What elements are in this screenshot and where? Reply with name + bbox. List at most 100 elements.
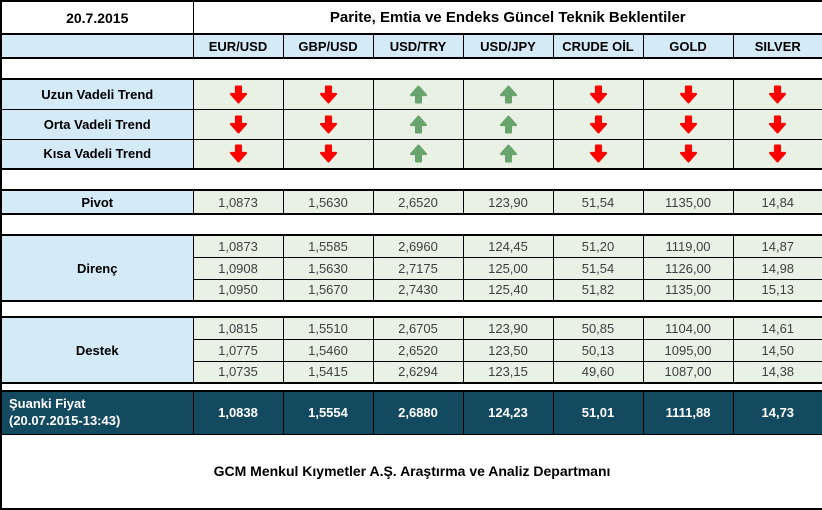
column-header-eurusd: EUR/USD: [192, 33, 284, 59]
current-price-value: 2,6880: [372, 390, 464, 435]
support-value: 14,50: [732, 338, 822, 362]
trend-arrow: [732, 108, 822, 140]
column-header-gold: GOLD: [642, 33, 734, 59]
current-price-timestamp: (20.07.2015-13:43): [9, 412, 121, 428]
support-value: 1104,00: [642, 316, 734, 340]
current-price-value: 1,0838: [192, 390, 284, 435]
title-row: 20.7.2015 Parite, Emtia ve Endeks Güncel…: [0, 0, 822, 35]
support-value: 2,6294: [372, 360, 464, 384]
trend-row-short: Kısa Vadeli Trend: [0, 138, 822, 170]
pivot-value: 14,84: [732, 189, 822, 215]
row-label: Uzun Vadeli Trend: [0, 78, 194, 110]
trend-arrow: [732, 138, 822, 170]
down-arrow-icon: [769, 115, 787, 133]
resistance-value: 51,54: [552, 256, 644, 280]
down-arrow-icon: [319, 144, 337, 163]
resistance-value: 125,40: [462, 278, 554, 302]
trend-arrow: [732, 78, 822, 110]
resistance-value: 14,87: [732, 234, 822, 258]
current-price-value: 1,5554: [282, 390, 374, 435]
resistance-value: 14,98: [732, 256, 822, 280]
up-arrow-icon: [499, 85, 517, 104]
trend-arrow: [642, 138, 734, 170]
trend-arrow: [372, 138, 464, 170]
resistance-value: 1,0908: [192, 256, 284, 280]
trend-arrow: [192, 138, 284, 170]
trend-arrow: [552, 78, 644, 110]
section-gap: [1, 300, 822, 318]
resistance-value: 15,13: [732, 278, 822, 302]
down-arrow-icon: [589, 144, 607, 163]
support-value: 14,38: [732, 360, 822, 384]
resistance-value: 1,0873: [192, 234, 284, 258]
row-label: Destek: [0, 316, 194, 384]
resistance-value: 2,6960: [372, 234, 464, 258]
pivot-value: 51,54: [552, 189, 644, 215]
trend-arrow: [282, 138, 374, 170]
trend-arrow: [552, 108, 644, 140]
support-value: 123,15: [462, 360, 554, 384]
trend-arrow: [192, 108, 284, 140]
current-price-value: 124,23: [462, 390, 554, 435]
resistance-value: 1119,00: [642, 234, 734, 258]
support-value: 2,6705: [372, 316, 464, 340]
page-title: Parite, Emtia ve Endeks Güncel Teknik Be…: [192, 0, 822, 35]
resistance-value: 51,20: [552, 234, 644, 258]
support-value: 123,90: [462, 316, 554, 340]
pivot-value: 1,5630: [282, 189, 374, 215]
trend-arrow: [282, 78, 374, 110]
column-header-usdjpy: USD/JPY: [462, 33, 554, 59]
trend-arrow: [552, 138, 644, 170]
resistance-value: 2,7430: [372, 278, 464, 302]
down-arrow-icon: [229, 85, 247, 104]
support-value: 50,85: [552, 316, 644, 340]
down-arrow-icon: [589, 85, 607, 104]
current-price-value: 14,73: [732, 390, 822, 435]
section-gap: [1, 168, 822, 191]
up-arrow-icon: [409, 115, 427, 133]
support-value: 1,0775: [192, 338, 284, 362]
support-value: 50,13: [552, 338, 644, 362]
current-price-title: Şuanki Fiyat: [9, 395, 86, 411]
down-arrow-icon: [589, 115, 607, 133]
column-header-row: EUR/USD GBP/USD USD/TRY USD/JPY CRUDE Oİ…: [0, 33, 822, 59]
support-value: 2,6520: [372, 338, 464, 362]
resistance-row-3: 1,0950 1,5670 2,7430 125,40 51,82 1135,0…: [1, 278, 822, 302]
support-value: 1,5415: [282, 360, 374, 384]
down-arrow-icon: [679, 85, 697, 104]
column-header-gbpusd: GBP/USD: [282, 33, 374, 59]
support-value: 1,0815: [192, 316, 284, 340]
resistance-value: 124,45: [462, 234, 554, 258]
trend-row-medium: Orta Vadeli Trend: [0, 108, 822, 140]
row-label: Kısa Vadeli Trend: [0, 138, 194, 170]
resistance-row-1: Direnç 1,0873 1,5585 2,6960 124,45 51,20…: [0, 234, 822, 302]
department-footer: GCM Menkul Kıymetler A.Ş. Araştırma ve A…: [1, 433, 822, 509]
current-price-value: 51,01: [552, 390, 644, 435]
pivot-value: 1,0873: [192, 189, 284, 215]
support-value: 123,50: [462, 338, 554, 362]
down-arrow-icon: [319, 115, 337, 133]
trend-arrow: [642, 78, 734, 110]
trend-arrow: [642, 108, 734, 140]
resistance-value: 51,82: [552, 278, 644, 302]
support-value: 14,61: [732, 316, 822, 340]
support-row-3: 1,0735 1,5415 2,6294 123,15 49,60 1087,0…: [1, 360, 822, 384]
resistance-row-2: 1,0908 1,5630 2,7175 125,00 51,54 1126,0…: [1, 256, 822, 280]
support-value: 1,0735: [192, 360, 284, 384]
column-header-silver: SILVER: [732, 33, 822, 59]
section-gap: [1, 57, 822, 80]
down-arrow-icon: [229, 115, 247, 133]
resistance-value: 2,7175: [372, 256, 464, 280]
resistance-value: 1,5585: [282, 234, 374, 258]
down-arrow-icon: [319, 85, 337, 104]
down-arrow-icon: [679, 144, 697, 163]
down-arrow-icon: [679, 115, 697, 133]
resistance-value: 1,0950: [192, 278, 284, 302]
resistance-value: 125,00: [462, 256, 554, 280]
row-label: Pivot: [0, 189, 194, 215]
footer-row: GCM Menkul Kıymetler A.Ş. Araştırma ve A…: [1, 433, 822, 509]
down-arrow-icon: [229, 144, 247, 163]
down-arrow-icon: [769, 85, 787, 104]
